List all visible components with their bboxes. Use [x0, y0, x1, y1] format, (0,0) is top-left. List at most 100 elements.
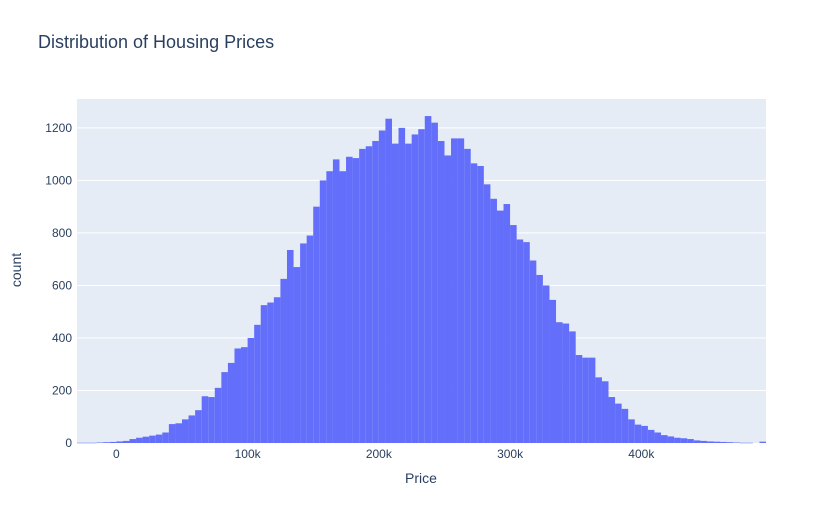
histogram-bar[interactable] — [595, 377, 602, 443]
histogram-bar[interactable] — [720, 441, 727, 443]
histogram-bar[interactable] — [352, 158, 360, 443]
histogram-bar[interactable] — [496, 210, 504, 443]
histogram-bar[interactable] — [116, 441, 123, 443]
histogram-bar[interactable] — [733, 442, 740, 443]
histogram-bar[interactable] — [608, 397, 616, 443]
histogram-bar[interactable] — [700, 440, 707, 443]
histogram-bar[interactable] — [431, 122, 438, 443]
histogram-bar[interactable] — [155, 434, 163, 443]
histogram-bar[interactable] — [168, 424, 176, 443]
histogram-bar[interactable] — [654, 432, 662, 443]
histogram-bar[interactable] — [77, 442, 84, 444]
histogram-bar[interactable] — [391, 143, 399, 443]
histogram-bar[interactable] — [713, 441, 721, 443]
histogram-bar[interactable] — [83, 442, 91, 444]
histogram-bar[interactable] — [516, 239, 524, 443]
histogram-bar[interactable] — [411, 134, 419, 443]
histogram-bar[interactable] — [195, 410, 202, 443]
histogram-bar[interactable] — [582, 357, 589, 443]
histogram-bar[interactable] — [562, 323, 570, 443]
histogram-bar[interactable] — [405, 143, 412, 443]
histogram-bar[interactable] — [451, 138, 458, 443]
histogram-bar[interactable] — [306, 235, 314, 443]
histogram-bar[interactable] — [457, 138, 465, 443]
histogram-bar[interactable] — [444, 155, 452, 443]
histogram-bar[interactable] — [418, 129, 425, 443]
histogram-bar[interactable] — [346, 156, 353, 443]
histogram-bar[interactable] — [234, 348, 242, 443]
histogram-bar[interactable] — [103, 442, 110, 443]
histogram-bar[interactable] — [661, 435, 668, 443]
histogram-bar[interactable] — [122, 440, 130, 443]
histogram-bar[interactable] — [477, 165, 484, 443]
histogram-bar[interactable] — [332, 159, 340, 443]
histogram-bar[interactable] — [136, 437, 143, 443]
histogram-bar[interactable] — [575, 355, 583, 443]
histogram-bar[interactable] — [339, 171, 347, 443]
histogram-bar[interactable] — [503, 204, 511, 443]
histogram-bar[interactable] — [372, 141, 379, 444]
histogram-bar[interactable] — [601, 381, 609, 443]
histogram-bar[interactable] — [674, 437, 681, 443]
histogram-bar[interactable] — [247, 337, 255, 443]
histogram-bar[interactable] — [536, 274, 543, 443]
histogram-bar[interactable] — [647, 429, 655, 443]
histogram-bar[interactable] — [667, 436, 675, 443]
histogram-bar[interactable] — [313, 206, 320, 443]
histogram-bar[interactable] — [326, 171, 333, 443]
histogram-bar[interactable] — [273, 297, 281, 443]
histogram-bar[interactable] — [641, 425, 648, 443]
histogram-bar[interactable] — [510, 225, 517, 443]
histogram-bar[interactable] — [588, 357, 596, 443]
histogram-bar[interactable] — [687, 439, 694, 443]
histogram-bar[interactable] — [241, 347, 248, 443]
histogram-bar[interactable] — [621, 408, 629, 443]
histogram-bar[interactable] — [464, 148, 471, 443]
histogram-bar[interactable] — [424, 116, 432, 444]
histogram-bar[interactable] — [628, 419, 635, 443]
histogram-bar[interactable] — [96, 442, 104, 443]
histogram-bar[interactable] — [378, 130, 386, 443]
histogram-bar[interactable] — [490, 198, 497, 443]
histogram-bar[interactable] — [214, 387, 222, 443]
histogram-bar[interactable] — [523, 242, 530, 443]
histogram-bar[interactable] — [726, 442, 734, 443]
histogram-bar[interactable] — [398, 127, 406, 443]
histogram-bar[interactable] — [181, 419, 189, 443]
histogram-bar[interactable] — [680, 438, 688, 443]
histogram-bar[interactable] — [293, 267, 301, 443]
histogram-bar[interactable] — [706, 441, 714, 443]
histogram-bar[interactable] — [162, 432, 169, 443]
histogram-bar[interactable] — [142, 436, 150, 443]
histogram-bar[interactable] — [254, 324, 261, 443]
histogram-bar[interactable] — [634, 424, 642, 443]
histogram-bar[interactable] — [109, 441, 117, 443]
histogram-bar[interactable] — [280, 278, 287, 443]
histogram-bar[interactable] — [175, 423, 182, 443]
histogram-bar[interactable] — [549, 299, 557, 443]
histogram-bar[interactable] — [260, 305, 268, 443]
histogram-bar[interactable] — [201, 396, 209, 443]
histogram-bar[interactable] — [208, 397, 215, 443]
histogram-bar[interactable] — [365, 146, 373, 443]
histogram-bar[interactable] — [693, 440, 701, 443]
histogram-bar[interactable] — [470, 163, 478, 443]
histogram-bar[interactable] — [267, 302, 274, 443]
histogram-bar[interactable] — [286, 249, 294, 443]
histogram-bar[interactable] — [739, 442, 747, 444]
histogram-bar[interactable] — [90, 442, 97, 444]
histogram-bar[interactable] — [556, 322, 563, 443]
histogram-bar[interactable] — [221, 372, 228, 443]
histogram-bar[interactable] — [437, 141, 445, 444]
histogram-bar[interactable] — [359, 148, 366, 443]
histogram-bar[interactable] — [227, 362, 235, 443]
histogram-bar[interactable] — [300, 243, 307, 443]
histogram-bar[interactable] — [759, 441, 766, 443]
histogram-bar[interactable] — [385, 118, 392, 444]
histogram-bar[interactable] — [529, 260, 537, 443]
histogram-bar[interactable] — [188, 415, 196, 443]
histogram-bar[interactable] — [483, 184, 491, 443]
histogram-bar[interactable] — [569, 331, 576, 443]
histogram-bar[interactable] — [129, 439, 137, 443]
histogram-bar[interactable] — [319, 180, 327, 443]
